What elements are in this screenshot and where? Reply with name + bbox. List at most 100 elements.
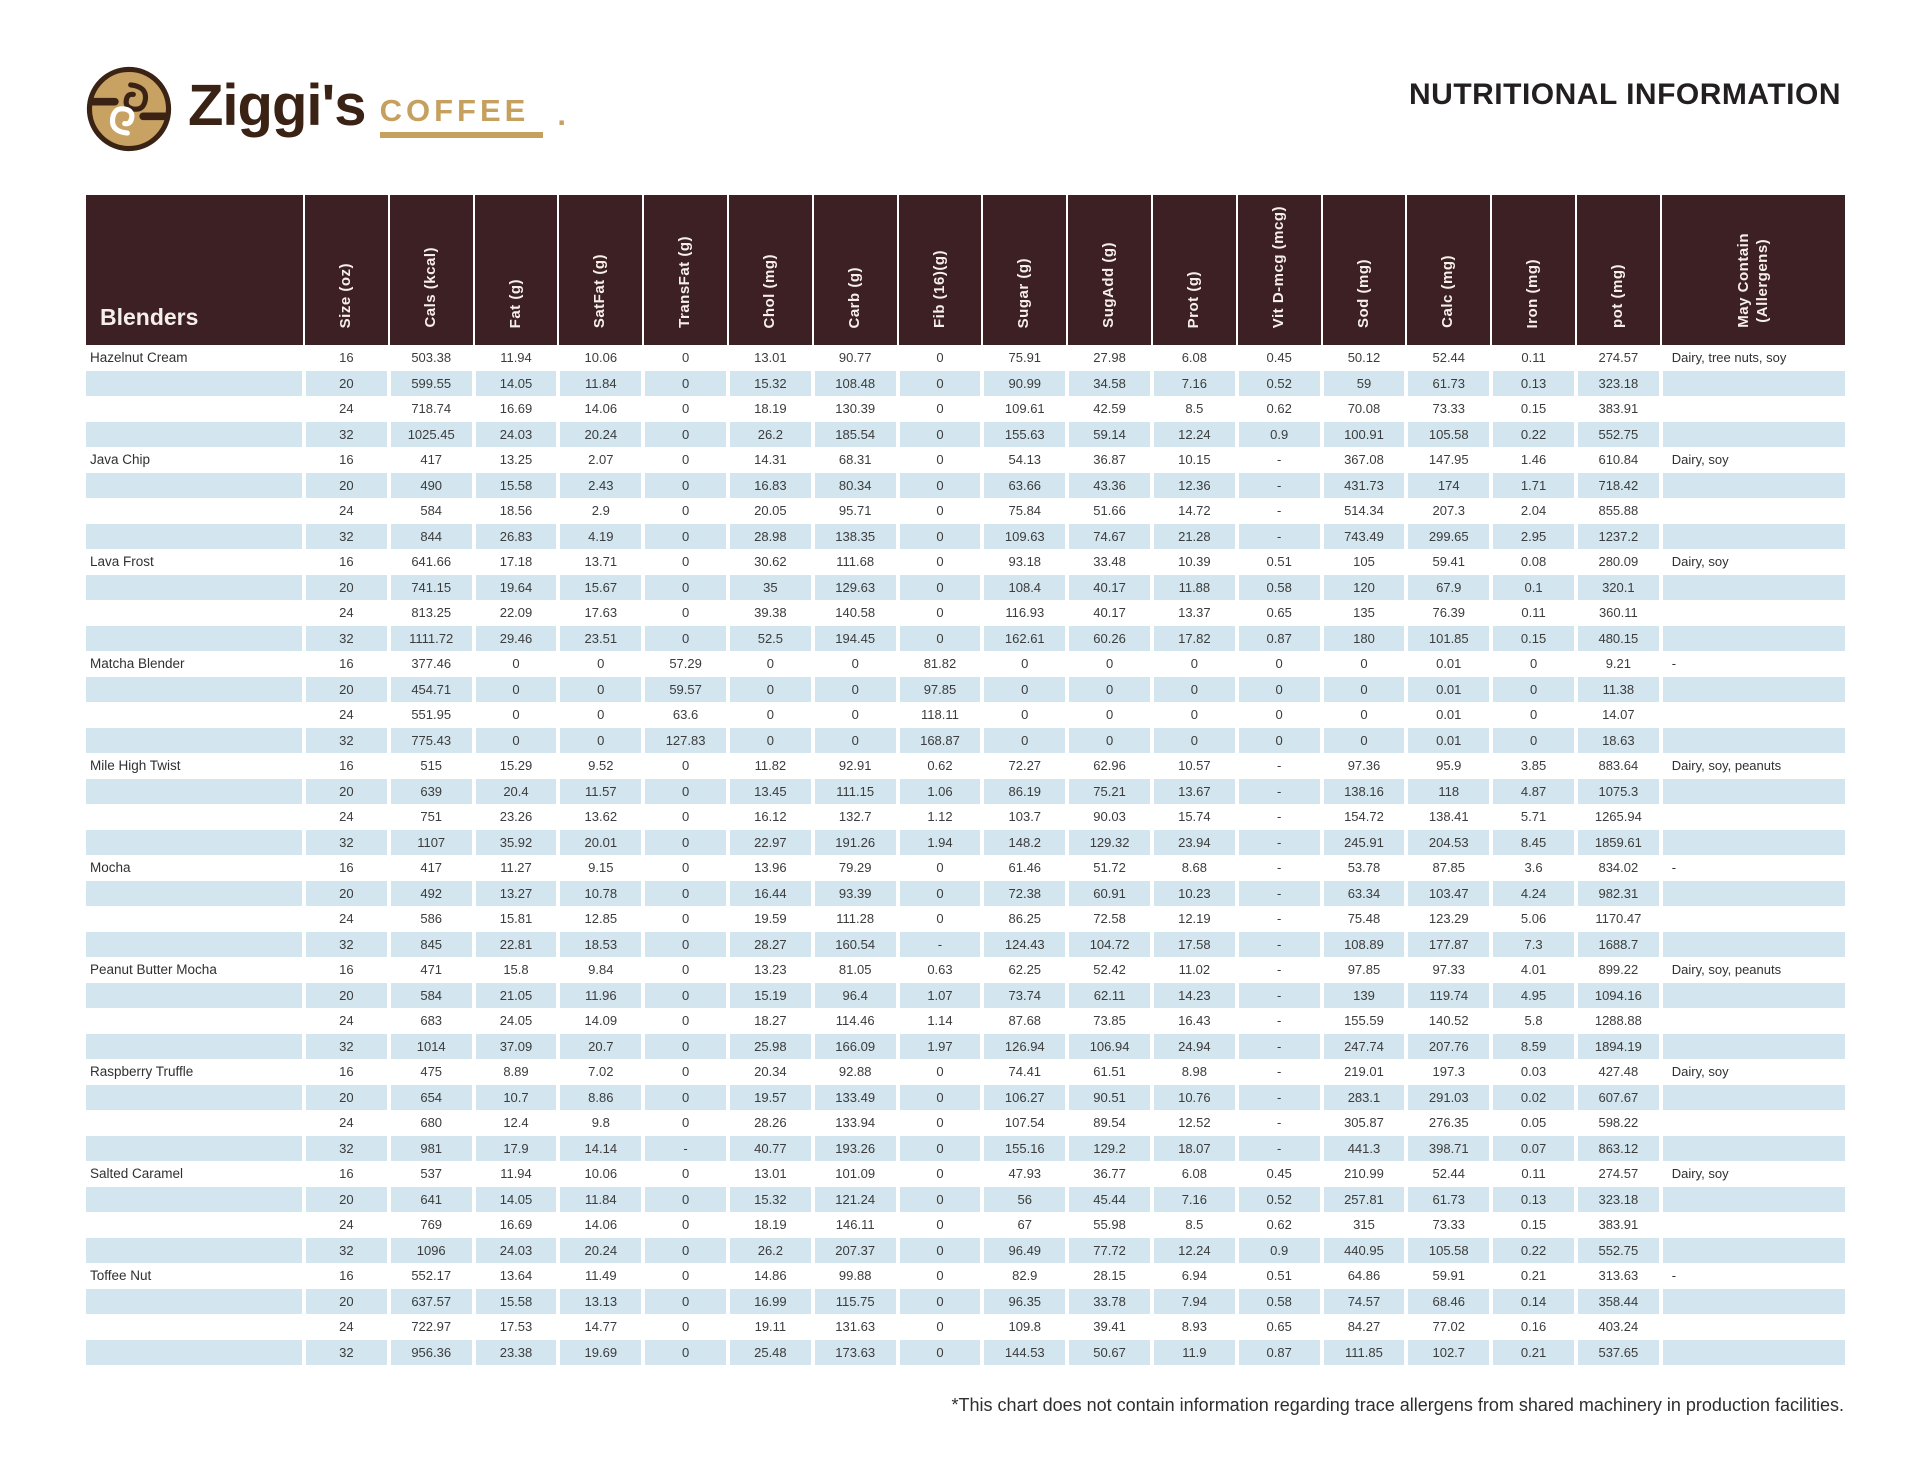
value-cell: - [1234,778,1322,804]
value-cell: 55.98 [1065,1212,1152,1238]
blender-name-cell: Lava Frost [90,554,154,570]
value-cell: 8.93 [1149,1314,1237,1340]
value-cell: 37.09 [471,1033,559,1059]
value-cell: 86.25 [980,906,1068,932]
allergens-cell [1658,982,1845,1008]
value-cell: 0.07 [1489,1135,1576,1161]
table-row: 20 637.57 15.58 13.13 0 16.99 115.75 0 96.35 33.7… [86,1288,1845,1314]
value-cell: 87.85 [1404,855,1492,881]
allergens-cell [1658,906,1845,932]
value-cell: 12.85 [556,906,644,932]
value-cell: 0 [641,1059,728,1085]
value-cell: 5.8 [1489,1008,1576,1034]
table-row: 20 492 13.27 10.78 0 16.44 93.39 0 72.38 60.91 10.… [86,880,1845,906]
value-cell: 0 [980,651,1068,677]
value-cell: - [1234,472,1322,498]
value-cell: 0.62 [1234,396,1322,422]
value-cell: 21.05 [471,982,559,1008]
value-cell: 81.05 [810,957,898,983]
column-header-vit-d-mcg-mcg: Vit D-mcg (mcg) [1235,195,1322,345]
value-cell: 0 [810,702,898,728]
column-header-blenders: Blenders [86,195,304,345]
value-cell: 0.45 [1234,345,1322,371]
value-cell: 4.95 [1489,982,1576,1008]
value-cell: 57.29 [641,651,728,677]
value-cell: 641 [386,1186,474,1212]
value-cell: 17.18 [471,549,559,575]
value-cell: 52.42 [1065,957,1152,983]
value-cell: 140.58 [810,600,898,626]
value-cell: 50.67 [1065,1339,1152,1365]
allergens-cell [1658,880,1845,906]
value-cell: 52.44 [1404,1161,1492,1187]
allergens-cell [1658,804,1845,830]
value-cell: 8.59 [1489,1033,1576,1059]
value-cell: 23.94 [1149,829,1237,855]
table-row: 20 490 15.58 2.43 0 16.83 80.34 0 63.66 43.36 12.3… [86,472,1845,498]
table-row: 20 584 21.05 11.96 0 15.19 96.4 1.07 73.74 62.11 1… [86,982,1845,1008]
allergens-cell [1658,727,1845,753]
column-header-label: Prot (g) [1184,270,1202,328]
value-cell: 0.9 [1234,1237,1322,1263]
value-cell: 93.39 [810,880,898,906]
value-cell: 11.02 [1149,957,1237,983]
table-row: 32 956.36 23.38 19.69 0 25.48 173.63 0 144.53 50.… [86,1339,1845,1365]
value-cell: 90.51 [1065,1084,1152,1110]
column-header-label: May Contain (Allergens) [1734,233,1771,328]
value-cell: 5.06 [1489,906,1576,932]
value-cell: 13.45 [725,778,813,804]
value-cell: 40.17 [1065,600,1152,626]
column-header-calc-mg: Calc (mg) [1405,195,1492,345]
value-cell: 138.41 [1404,804,1492,830]
value-cell: 15.29 [471,753,559,779]
table-row: 20 454.71 0 0 59.57 0 0 97.85 0 0 0 0 0 0.01 0 11.38 [86,676,1845,702]
allergens-cell [1658,421,1845,447]
value-cell: 18.63 [1573,727,1661,753]
value-cell: 0 [1234,702,1322,728]
blender-name-cell [86,396,304,422]
table-row: 20 639 20.4 11.57 0 13.45 111.15 1.06 86.19 75.21… [86,778,1845,804]
value-cell: 584 [386,982,474,1008]
value-cell: 0 [725,702,813,728]
column-header-label: Iron (mg) [1524,258,1542,329]
blender-name-cell [86,880,304,906]
column-header-fat-g: Fat (g) [472,195,559,345]
column-header-size-oz: Size (oz) [303,195,389,345]
value-cell: 139 [1319,982,1407,1008]
value-cell: 0 [895,549,983,575]
value-cell: 0.62 [895,753,983,779]
blender-name-cell: Hazelnut Cream [90,350,188,366]
value-cell: 0 [895,523,983,549]
value-cell: 245.91 [1319,829,1407,855]
value-cell: 2.04 [1489,498,1576,524]
value-cell: 0 [641,1339,728,1365]
column-header-label: Sod (mg) [1354,259,1372,328]
value-cell: 537 [386,1161,474,1187]
value-cell: 0 [641,523,728,549]
value-cell: 15.8 [471,957,559,983]
value-cell: 15.67 [556,574,644,600]
value-cell: 7.02 [556,1059,644,1085]
value-cell: 0 [725,651,813,677]
value-cell: 15.74 [1149,804,1237,830]
value-cell: 0.03 [1489,1059,1576,1085]
value-cell: - [1234,1033,1322,1059]
value-cell: 177.87 [1404,931,1492,957]
blender-name-cell [86,1135,304,1161]
value-cell: 13.25 [471,447,559,473]
value-cell: 95.9 [1404,753,1492,779]
value-cell: 1.94 [895,829,983,855]
value-cell: 105 [1319,549,1407,575]
value-cell: 64.86 [1319,1263,1407,1289]
value-cell: 30.62 [725,549,813,575]
value-cell: 8.86 [556,1084,644,1110]
value-cell: - [1234,1110,1322,1136]
blender-name-cell [86,1288,304,1314]
value-cell: 0.51 [1234,1263,1322,1289]
value-cell: 599.55 [386,370,474,396]
value-cell: 441.3 [1319,1135,1407,1161]
value-cell: 96.4 [810,982,898,1008]
value-cell: 129.63 [810,574,898,600]
value-cell: 32 [302,1237,389,1263]
value-cell: 16.44 [725,880,813,906]
